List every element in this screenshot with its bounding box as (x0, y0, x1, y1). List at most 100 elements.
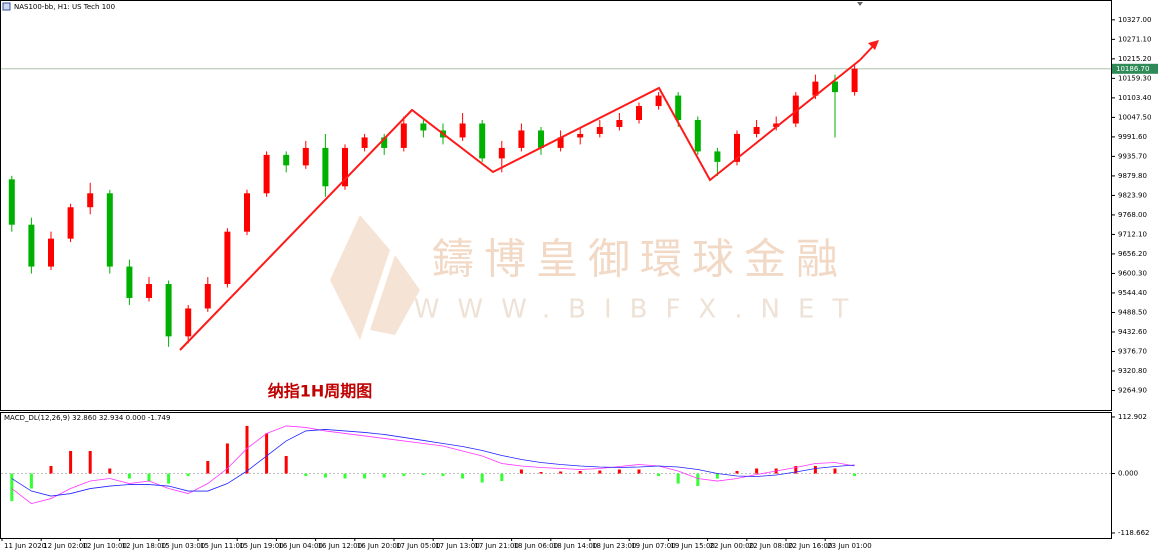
y-tick-label: 10047.50 (1118, 113, 1151, 121)
x-tick-label: 22 Jun 00:00 (710, 542, 754, 550)
y-tick-label: 10327.00 (1118, 16, 1151, 24)
candle-body (557, 137, 564, 148)
macd-bar (88, 450, 92, 474)
macd-bar (696, 473, 700, 487)
x-tick-label: 16 Jun 04:00 (278, 542, 322, 550)
candle-body (812, 81, 819, 96)
x-tick-label: 15 Jun 11:00 (200, 542, 244, 550)
y-tick-label: 9712.10 (1118, 230, 1147, 238)
x-tick-label: 16 Jun 12:00 (318, 542, 362, 550)
candle-body (851, 68, 858, 93)
last-price-label: 10186.70 (1116, 65, 1149, 73)
y-tick-label: 0.000 (1118, 470, 1138, 478)
candle-body (263, 154, 270, 194)
y-tick-label: 10159.30 (1118, 74, 1151, 82)
y-tick-label: 9320.80 (1118, 367, 1147, 375)
chart-title: NAS100-bb, H1: US Tech 100 (14, 3, 115, 11)
macd-bar (441, 473, 445, 477)
y-tick-label: 9488.50 (1118, 308, 1147, 316)
symbol-icon (2, 2, 11, 11)
macd-bar (735, 471, 739, 474)
candle-body (498, 147, 505, 159)
macd-bar (127, 473, 131, 479)
y-tick-label: 9656.20 (1118, 250, 1147, 258)
y-tick-label: 9823.90 (1118, 191, 1147, 199)
candle-body (655, 95, 662, 107)
macd-bar (421, 473, 425, 476)
macd-bar (343, 473, 347, 479)
candle-body (596, 126, 603, 134)
watermark: 鑄博皇御環球金融 WWW.BIBFX.NET (330, 215, 848, 340)
price-frame (0, 0, 1112, 411)
x-tick-label: 17 Jun 05:00 (396, 542, 440, 550)
macd-bar (29, 473, 33, 489)
macd-bar (833, 468, 837, 474)
candle-body (675, 95, 682, 121)
candle-body (322, 147, 329, 187)
shift-marker (857, 2, 863, 6)
macd-bar (186, 473, 190, 477)
candle-body (577, 133, 584, 138)
watermark-logo (330, 215, 420, 340)
macd-bar (206, 460, 210, 474)
macd-bar (49, 466, 53, 474)
candle-body (8, 179, 15, 225)
macd-bar (853, 473, 857, 477)
macd-bar (637, 469, 641, 474)
candle-body (283, 154, 290, 166)
candle-body (400, 123, 407, 148)
candle-body (636, 106, 642, 121)
y-tick-label: 9879.80 (1118, 172, 1147, 180)
watermark-text: 鑄博皇御環球金融 (432, 235, 848, 284)
macd-bar (382, 473, 386, 478)
macd-bar (461, 473, 465, 479)
annotation: 纳指1H周期图 (268, 382, 373, 401)
y-tick-label: 9768.00 (1118, 211, 1147, 219)
candle-body (518, 130, 525, 148)
y-tick-label: 9935.70 (1118, 152, 1147, 160)
y-tick-label: 9544.40 (1118, 289, 1147, 297)
macd-bar (578, 471, 582, 474)
candle-body (165, 284, 172, 337)
macd-bar (304, 473, 308, 477)
macd-bar (265, 433, 269, 474)
y-tick-label: 10103.40 (1118, 94, 1151, 102)
candle-body (734, 133, 740, 162)
macd-frame (0, 412, 1112, 539)
macd-bar (225, 443, 229, 474)
x-tick-label: 23 Jun 01:00 (827, 542, 871, 550)
macd-bar (284, 455, 288, 474)
candle-body (302, 147, 309, 166)
macd-bar (167, 473, 171, 484)
trend-zigzag (179, 59, 861, 351)
x-tick-label: 18 Jun 14:00 (553, 542, 597, 550)
y-tick-label: 9264.90 (1118, 386, 1147, 394)
candle-body (753, 126, 760, 134)
candle-body (616, 120, 623, 127)
macd-bar (108, 468, 112, 474)
x-tick-label: 18 Jun 23:00 (592, 542, 636, 550)
arrow-head (868, 40, 879, 50)
macd-bar (598, 470, 602, 474)
x-tick-label: 17 Jun 21:00 (474, 542, 518, 550)
candle-body (185, 308, 192, 337)
x-tick-label: 19 Jun 15:00 (670, 542, 714, 550)
y-tick-label: 9432.60 (1118, 328, 1147, 336)
candle-body (714, 151, 721, 162)
macd-title: MACD_DL(12,26,9) 32.860 32.934 0.000 -1.… (4, 414, 170, 422)
x-tick-label: 15 Jun 19:00 (239, 542, 283, 550)
macd-bar (245, 425, 249, 474)
x-tick-label: 22 Jun 08:00 (749, 542, 793, 550)
macd-bar (813, 466, 817, 474)
y-tick-label: 9600.30 (1118, 269, 1147, 277)
macd-bar (519, 469, 523, 474)
macd-bar (10, 473, 14, 502)
macd-bar (676, 473, 680, 484)
candle-body (67, 207, 74, 239)
x-tick-label: 18 Jun 06:00 (514, 542, 558, 550)
candle-body (28, 224, 35, 267)
macd-bar (480, 473, 484, 483)
macd-bar (617, 469, 621, 474)
